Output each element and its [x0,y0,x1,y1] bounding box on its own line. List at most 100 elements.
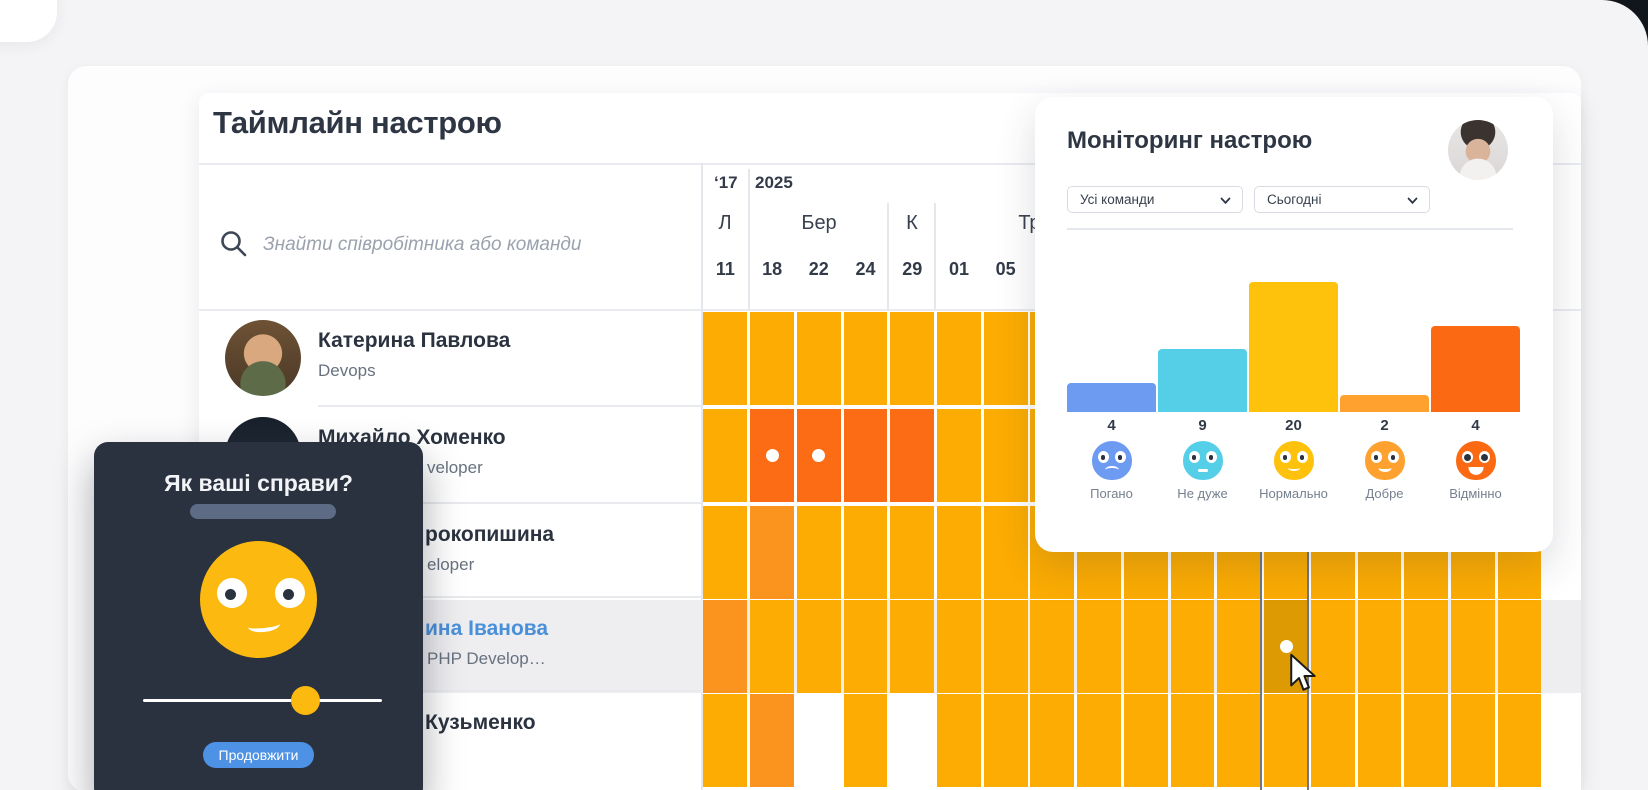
grid-cell[interactable] [750,694,794,787]
grid-cell[interactable] [983,506,1028,599]
grid-cell[interactable] [890,409,935,502]
grid-cell[interactable] [843,506,888,599]
emoji-eye-right [275,578,305,608]
employee-name: Катерина Павлова [318,329,511,352]
grid-cell[interactable] [1404,694,1449,787]
chart-bar-value: 4 [1107,417,1116,434]
grid-cell[interactable] [890,312,935,405]
grid-cell[interactable] [1450,600,1495,693]
chevron-down-icon [1220,197,1231,205]
mood-face-icon [1091,441,1132,480]
grid-cell[interactable] [703,694,748,787]
grid-cell[interactable] [1030,600,1075,693]
grid-cell[interactable] [1264,694,1308,787]
grid-cell[interactable] [750,600,794,693]
month-label: К [906,212,918,234]
grid-cell[interactable] [1077,694,1122,787]
mood-category-label: Нормально [1259,486,1328,501]
month-divider-3 [934,203,936,309]
grid-cell[interactable] [703,409,748,502]
row-divider [318,502,701,504]
avatar [225,320,301,396]
grid-cell[interactable] [937,409,981,502]
grid-cell[interactable] [937,506,981,599]
month-divider-2 [887,203,889,309]
grid-cell[interactable] [843,312,888,405]
mood-question: Як ваші справи? [164,470,353,496]
chevron-down-icon [1407,197,1418,205]
employee-role: Devops [318,361,376,380]
employee-role: PHP Develop… [427,649,546,668]
grid-cell[interactable] [983,694,1028,787]
grid-cell[interactable] [703,312,748,405]
grid-cell[interactable] [937,694,981,787]
grid-cell[interactable] [890,506,935,599]
date-label: 05 [995,259,1016,279]
grid-cell[interactable] [1497,694,1542,787]
search-icon [221,231,247,257]
mood-note-dot [765,449,779,462]
grid-cell[interactable] [1450,694,1495,787]
grid-cell[interactable] [750,506,794,599]
mood-category-label: Добре [1365,486,1404,501]
chart-bar [1340,395,1429,412]
month-label: Л [718,212,732,234]
grid-cell[interactable] [1310,600,1355,693]
grid-cell[interactable] [843,694,888,787]
grid-cell[interactable] [1497,600,1542,693]
teams-dropdown[interactable]: Усі команди [1067,186,1243,213]
grid-cell[interactable] [983,409,1028,502]
grid-cell[interactable] [843,600,888,693]
grid-cell[interactable] [937,312,981,405]
user-avatar[interactable] [1448,120,1508,180]
grid-cell[interactable] [796,600,841,693]
monitoring-title: Моніторинг настрою [1067,127,1313,154]
grid-cell[interactable] [1217,694,1262,787]
grid-cell[interactable] [796,506,841,599]
employee-name: рокопишина [425,523,555,546]
date-label: 24 [855,259,876,279]
mood-emoji [200,541,317,658]
employee-name: Кузьменко [425,711,536,734]
grid-cell[interactable] [1077,600,1122,693]
grid-cell[interactable] [1030,694,1075,787]
grid-cell[interactable] [983,600,1028,693]
progress-pill [190,504,336,519]
grid-cell[interactable] [983,312,1028,405]
grid-cell[interactable] [750,312,794,405]
mood-category-label: Погано [1090,486,1133,501]
mouse-cursor-icon [1290,653,1316,691]
grid-cell[interactable] [1404,600,1449,693]
grid-cell[interactable] [703,506,748,599]
grid-cell[interactable] [703,600,748,693]
grid-cell[interactable] [1357,600,1402,693]
grid-cell[interactable] [796,312,841,405]
grid-cell[interactable] [1310,694,1355,787]
mood-category-label: Відмінно [1449,486,1502,501]
grid-cell[interactable] [1217,600,1262,693]
row-divider [318,690,701,692]
search-input[interactable] [263,227,653,263]
mood-slider-handle[interactable] [291,686,320,715]
timeline-year-small: ‘17 [714,173,738,192]
grid-cell[interactable] [890,600,935,693]
continue-button[interactable]: Продовжити [203,742,314,768]
header-divider [199,309,1581,311]
list-grid-divider [701,163,703,790]
grid-cell[interactable] [1123,600,1168,693]
grid-cell[interactable] [1123,694,1168,787]
mood-face-icon [1182,441,1223,480]
grid-cell[interactable] [1170,694,1215,787]
grid-cell[interactable] [1170,600,1215,693]
grid-cell[interactable] [937,600,981,693]
mood-slider-track[interactable] [143,699,382,702]
grid-cell[interactable] [843,409,888,502]
timeline-year-main: 2025 [755,173,793,192]
period-dropdown[interactable]: Сьогодні [1254,186,1430,213]
date-label: 11 [715,259,735,279]
row-divider [318,405,701,407]
mood-face-icon [1273,441,1314,480]
employee-row[interactable]: Катерина Павлова Devops [199,312,1581,405]
grid-cell[interactable] [1357,694,1402,787]
period-dropdown-value: Сьогодні [1267,192,1322,207]
